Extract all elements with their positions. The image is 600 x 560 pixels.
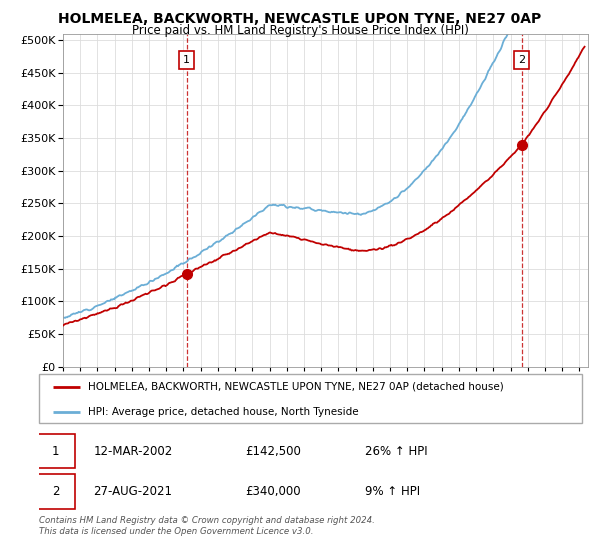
Text: HOLMELEA, BACKWORTH, NEWCASTLE UPON TYNE, NE27 0AP (detached house): HOLMELEA, BACKWORTH, NEWCASTLE UPON TYNE…: [88, 382, 503, 392]
FancyBboxPatch shape: [36, 433, 76, 469]
Text: 26% ↑ HPI: 26% ↑ HPI: [365, 445, 427, 458]
Text: Contains HM Land Registry data © Crown copyright and database right 2024.
This d: Contains HM Land Registry data © Crown c…: [39, 516, 375, 536]
Text: 1: 1: [52, 445, 59, 458]
Text: 12-MAR-2002: 12-MAR-2002: [94, 445, 173, 458]
FancyBboxPatch shape: [39, 374, 582, 423]
Text: 9% ↑ HPI: 9% ↑ HPI: [365, 485, 420, 498]
FancyBboxPatch shape: [36, 474, 76, 509]
Text: £142,500: £142,500: [245, 445, 301, 458]
Text: HPI: Average price, detached house, North Tyneside: HPI: Average price, detached house, Nort…: [88, 407, 358, 417]
Text: Price paid vs. HM Land Registry's House Price Index (HPI): Price paid vs. HM Land Registry's House …: [131, 24, 469, 37]
Text: 2: 2: [518, 55, 525, 66]
Text: 2: 2: [52, 485, 59, 498]
Text: 27-AUG-2021: 27-AUG-2021: [94, 485, 172, 498]
Text: HOLMELEA, BACKWORTH, NEWCASTLE UPON TYNE, NE27 0AP: HOLMELEA, BACKWORTH, NEWCASTLE UPON TYNE…: [58, 12, 542, 26]
Text: 1: 1: [183, 55, 190, 66]
Text: £340,000: £340,000: [245, 485, 301, 498]
